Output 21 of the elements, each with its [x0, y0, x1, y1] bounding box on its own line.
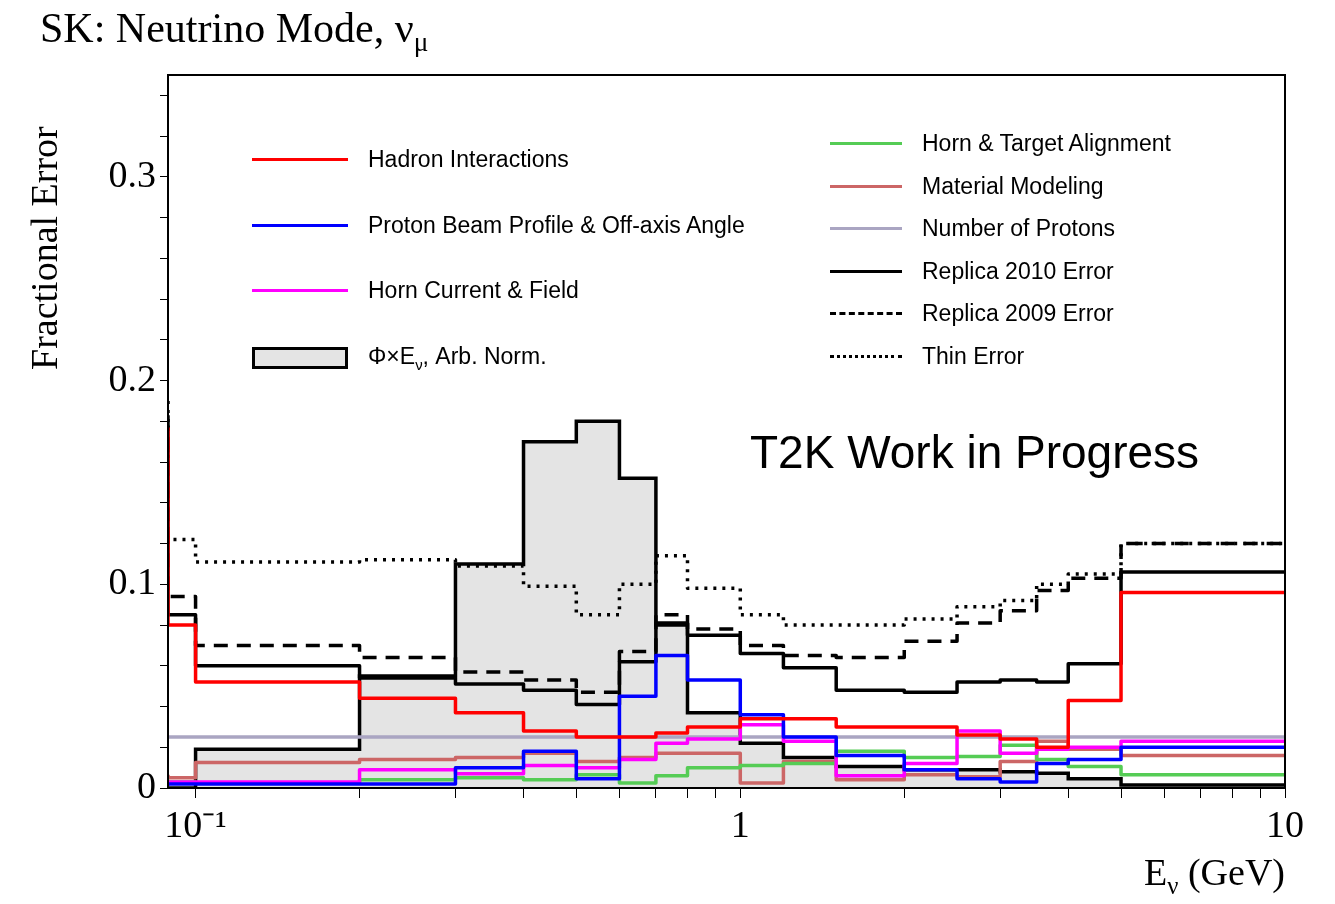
legend-label: Φ×E$_{ν}$, Arb. Norm. [368, 343, 547, 373]
x-tick-label: 1 [730, 802, 750, 845]
chart-title: SK: Neutrino Mode, ν$_{μ}$ [40, 4, 429, 59]
x-tick-label: 10 [1266, 802, 1304, 845]
annotation: T2K Work in Progress [750, 425, 1200, 479]
x-tick-label: 10⁻¹ [164, 802, 227, 845]
y-tick-label: 0.2 [108, 356, 156, 399]
legend-label: Hadron Interactions [368, 146, 569, 173]
y-tick-label: 0.3 [108, 152, 156, 195]
legend-label: Thin Error [922, 343, 1025, 370]
x-axis-title: E$_{ν}$ (GeV) [1144, 850, 1285, 900]
legend-label: Proton Beam Profile & Off-axis Angle [368, 211, 745, 239]
y-axis-title: Fractional Error [22, 126, 66, 370]
legend-label: Replica 2010 Error [922, 257, 1114, 285]
y-tick-label: 0 [137, 763, 156, 806]
y-tick-label: 0.1 [108, 560, 156, 603]
legend-label: Material Modeling [922, 172, 1104, 200]
legend-label: Horn & Target Alignment [922, 130, 1171, 157]
legend-label: Number of Protons [922, 215, 1116, 243]
legend-label: Replica 2009 Error [922, 300, 1114, 328]
legend-label: Horn Current & Field [368, 277, 579, 305]
